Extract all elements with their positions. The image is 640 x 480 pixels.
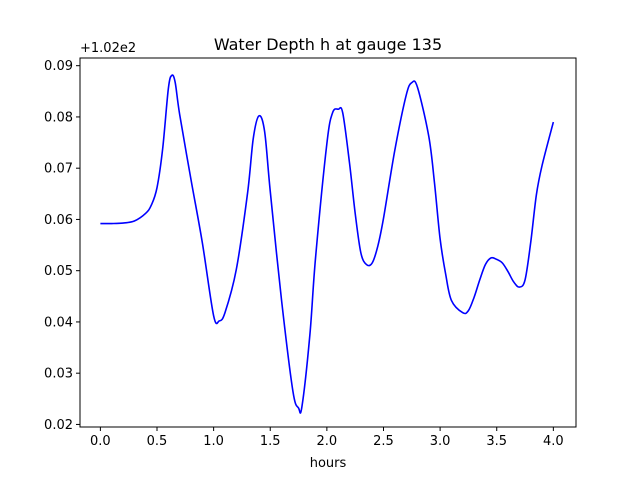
x-tick-label: 2.5: [373, 434, 394, 449]
axis-ticks: 0.0 0.5 1.0 1.5 2.0 2.5 3.0 3.5 4.0 0.02 0.03 0.04 0…: [44, 59, 564, 449]
y-tick-label: 0.08: [44, 110, 73, 125]
plot-area: [100, 74, 555, 414]
x-tick-label: 3.5: [486, 434, 507, 449]
x-tick-label: 0.0: [90, 434, 111, 449]
x-tick-label: 0.5: [147, 434, 168, 449]
x-axis-label: hours: [310, 456, 347, 471]
chart-title: Water Depth h at gauge 135: [214, 35, 442, 54]
y-tick-label: 0.07: [44, 162, 73, 177]
axes-frame: [79, 57, 577, 428]
y-tick-label: 0.02: [44, 418, 73, 433]
x-tick-label: 4.0: [543, 434, 564, 449]
y-tick-label: 0.04: [44, 315, 73, 330]
x-tick-label: 3.0: [430, 434, 451, 449]
y-axis-offset-label: +1.02e2: [80, 41, 136, 56]
x-tick-label: 1.0: [203, 434, 224, 449]
y-tick-label: 0.05: [44, 264, 73, 279]
y-tick-label: 0.09: [44, 59, 73, 74]
x-tick-label: 1.5: [260, 434, 281, 449]
y-tick-label: 0.03: [44, 367, 73, 382]
x-tick-label: 2.0: [317, 434, 338, 449]
y-tick-label: 0.06: [44, 213, 73, 228]
series-line: [100, 74, 555, 414]
